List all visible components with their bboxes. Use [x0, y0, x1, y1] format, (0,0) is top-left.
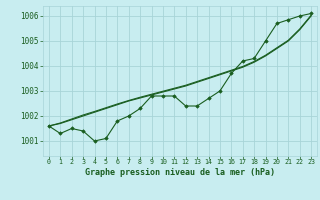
X-axis label: Graphe pression niveau de la mer (hPa): Graphe pression niveau de la mer (hPa) — [85, 168, 275, 177]
